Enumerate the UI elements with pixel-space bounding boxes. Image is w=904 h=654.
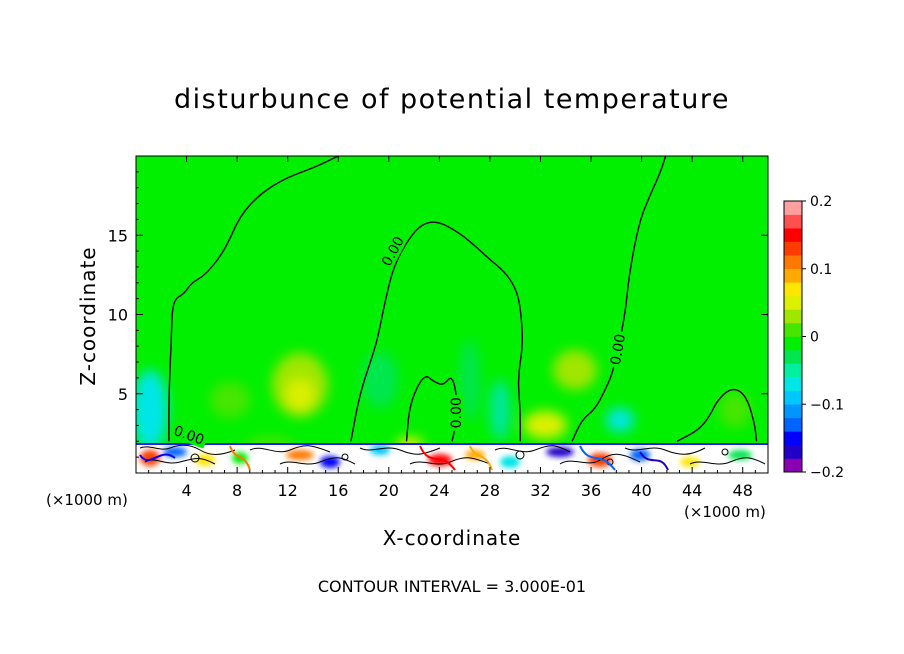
blob-pos-3	[553, 350, 597, 390]
y-tick-label: 5	[118, 385, 128, 404]
zero-contour-5	[676, 388, 758, 442]
colorbar-swatch	[784, 377, 802, 391]
x-tick-label: 12	[278, 481, 298, 500]
colorbar-swatch	[784, 214, 802, 229]
colorbar-tick-label: 0	[810, 330, 819, 346]
zero-contour-2	[350, 221, 524, 442]
blob-neg-3	[460, 340, 480, 420]
y-tick-label: 15	[108, 226, 128, 245]
colorbar-swatch	[784, 336, 802, 351]
colorbar-swatch	[784, 309, 802, 324]
x-tick-label: 8	[232, 481, 242, 500]
chart-title: disturbunce of potential temperature	[174, 84, 730, 115]
boundary-contours	[139, 444, 766, 466]
colorbar-swatch	[784, 417, 802, 432]
blob-neg-5	[606, 408, 634, 432]
x-tick-label: 40	[631, 481, 651, 500]
colorbar-swatch	[784, 322, 802, 337]
blob-neg-left	[136, 370, 168, 450]
colorbar-swatch	[784, 268, 802, 283]
colorbar-swatch	[784, 458, 802, 473]
y-tick-label: 10	[108, 306, 128, 325]
colorbar-swatch	[784, 295, 802, 310]
colorbar-swatch	[784, 201, 802, 215]
blob-neg-2	[362, 352, 398, 408]
contour-label-bg	[169, 421, 209, 449]
x-axis-label: X-coordinate	[382, 526, 522, 550]
y-axis-ticks: 5 10 15	[108, 171, 768, 458]
blob-pos-1-core	[286, 379, 314, 411]
x-tick-label: 28	[480, 481, 500, 500]
contour-label: 0.00	[608, 333, 629, 366]
blob-pos-5	[719, 392, 751, 428]
colorbar-swatch	[784, 363, 802, 378]
x-tick-label: 4	[181, 481, 191, 500]
blob-pos-4	[523, 411, 567, 439]
x-tick-label: 16	[328, 481, 348, 500]
colorbar-swatch	[784, 282, 802, 297]
x-tick-label: 24	[429, 481, 449, 500]
contour-label-bg	[377, 231, 409, 271]
x-tick-label: 36	[581, 481, 601, 500]
contour-interval-text: CONTOUR INTERVAL = 3.000E-01	[317, 577, 587, 596]
colorbar-swatch	[784, 431, 802, 446]
contour-label-bg	[606, 330, 629, 369]
x-unit-note-left: (×1000 m)	[46, 491, 128, 509]
x-tick-label: 44	[682, 481, 702, 500]
colorbar-tick-label: 0.1	[810, 262, 832, 278]
colorbar-tick-label: −0.1	[810, 397, 844, 413]
plot-field	[136, 156, 768, 473]
boundary-color-contours	[139, 445, 669, 471]
boundary-layer	[136, 443, 768, 473]
x-tick-label: 48	[733, 481, 753, 500]
colorbar-swatch	[784, 228, 802, 242]
x-axis-ticks: 4 8 12 16 20 24 28 32 36 40 44 48	[148, 156, 756, 500]
colorbar-swatch	[784, 390, 802, 405]
zero-contour-1	[168, 156, 339, 442]
x-tick-label: 20	[379, 481, 399, 500]
blob-neg-4	[490, 380, 510, 440]
colorbar-swatch	[784, 404, 802, 419]
colorbar-swatch	[784, 444, 802, 459]
colorbar: 0.2 0.1 0 −0.1 −0.2	[783, 194, 844, 481]
blob-pos-2	[210, 382, 250, 418]
colorbar-swatch	[784, 350, 802, 364]
contour-label-bg	[447, 394, 464, 431]
x-tick-label: 32	[530, 481, 550, 500]
colorbar-swatch	[784, 241, 802, 256]
colorbar-tick-label: −0.2	[810, 465, 844, 481]
colorbar-swatch	[784, 255, 802, 270]
colorbar-tick-label: 0.2	[810, 194, 832, 210]
x-unit-note-right: (×1000 m)	[684, 503, 766, 521]
y-axis-label: Z-coordinate	[76, 246, 100, 386]
contour-label: 0.00	[449, 397, 465, 428]
